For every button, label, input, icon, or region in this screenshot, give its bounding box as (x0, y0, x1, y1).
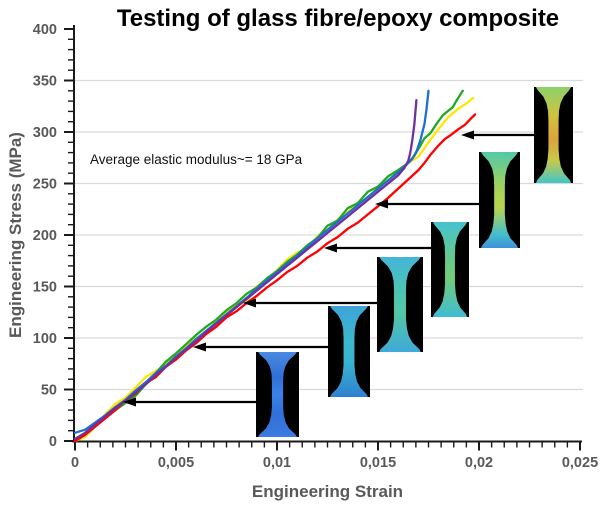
x-tick-label: 0 (71, 455, 79, 471)
y-tick-label: 0 (49, 434, 57, 450)
arrow-head (461, 130, 474, 140)
arrow-head (324, 243, 337, 253)
y-tick-label: 200 (33, 228, 57, 244)
x-axis-title: Engineering Strain (251, 482, 404, 501)
arrow-head (375, 199, 388, 209)
specimen-2-dic-map (330, 306, 368, 397)
specimen-3 (377, 257, 423, 352)
y-tick-label: 50 (41, 383, 57, 399)
series-test-purple (73, 98, 418, 441)
series-lines (73, 89, 477, 443)
y-tick-label: 350 (33, 74, 57, 90)
y-tick-label: 100 (33, 331, 57, 347)
x-tick-label: 0,025 (562, 455, 598, 471)
series-test-blue (73, 89, 430, 434)
elastic-modulus-annotation: Average elastic modulus~= 18 GPa (90, 152, 303, 167)
axes (72, 25, 582, 443)
x-tick-label: 0,015 (360, 455, 396, 471)
x-tick-label: 0,02 (465, 455, 493, 471)
specimen-5 (479, 152, 520, 248)
y-tick-label: 150 (33, 280, 57, 296)
specimen-3-dic-map (379, 257, 421, 352)
specimen-4-dic-map (432, 222, 468, 317)
arrow-head (243, 298, 256, 308)
callout-arrows (123, 130, 534, 407)
y-tick-label: 300 (33, 125, 57, 141)
arrow-head (193, 342, 206, 352)
y-tick-label: 400 (33, 22, 57, 38)
tick-labels: 0 50 100 150 200 250 300 350 400 0 0,005 0,01 0,015 0… (33, 22, 598, 471)
specimen-2 (328, 306, 370, 397)
y-axis-title: Engineering Stress (MPa) (6, 132, 25, 338)
specimen-1-low-strain (256, 352, 299, 437)
specimen-6-high-strain (534, 87, 573, 183)
arrow-head (123, 397, 136, 407)
specimen-4 (431, 222, 469, 317)
specimen-6-high-strain-dic-map (535, 87, 572, 183)
specimen-5-dic-map (481, 152, 518, 248)
axis-ticks (64, 28, 581, 451)
x-tick-label: 0,01 (263, 455, 291, 471)
y-tick-label: 250 (33, 177, 57, 193)
x-tick-label: 0,005 (158, 455, 194, 471)
chart-title: Testing of glass fibre/epoxy composite (116, 5, 560, 32)
specimen-1-low-strain-dic-map (258, 352, 297, 437)
